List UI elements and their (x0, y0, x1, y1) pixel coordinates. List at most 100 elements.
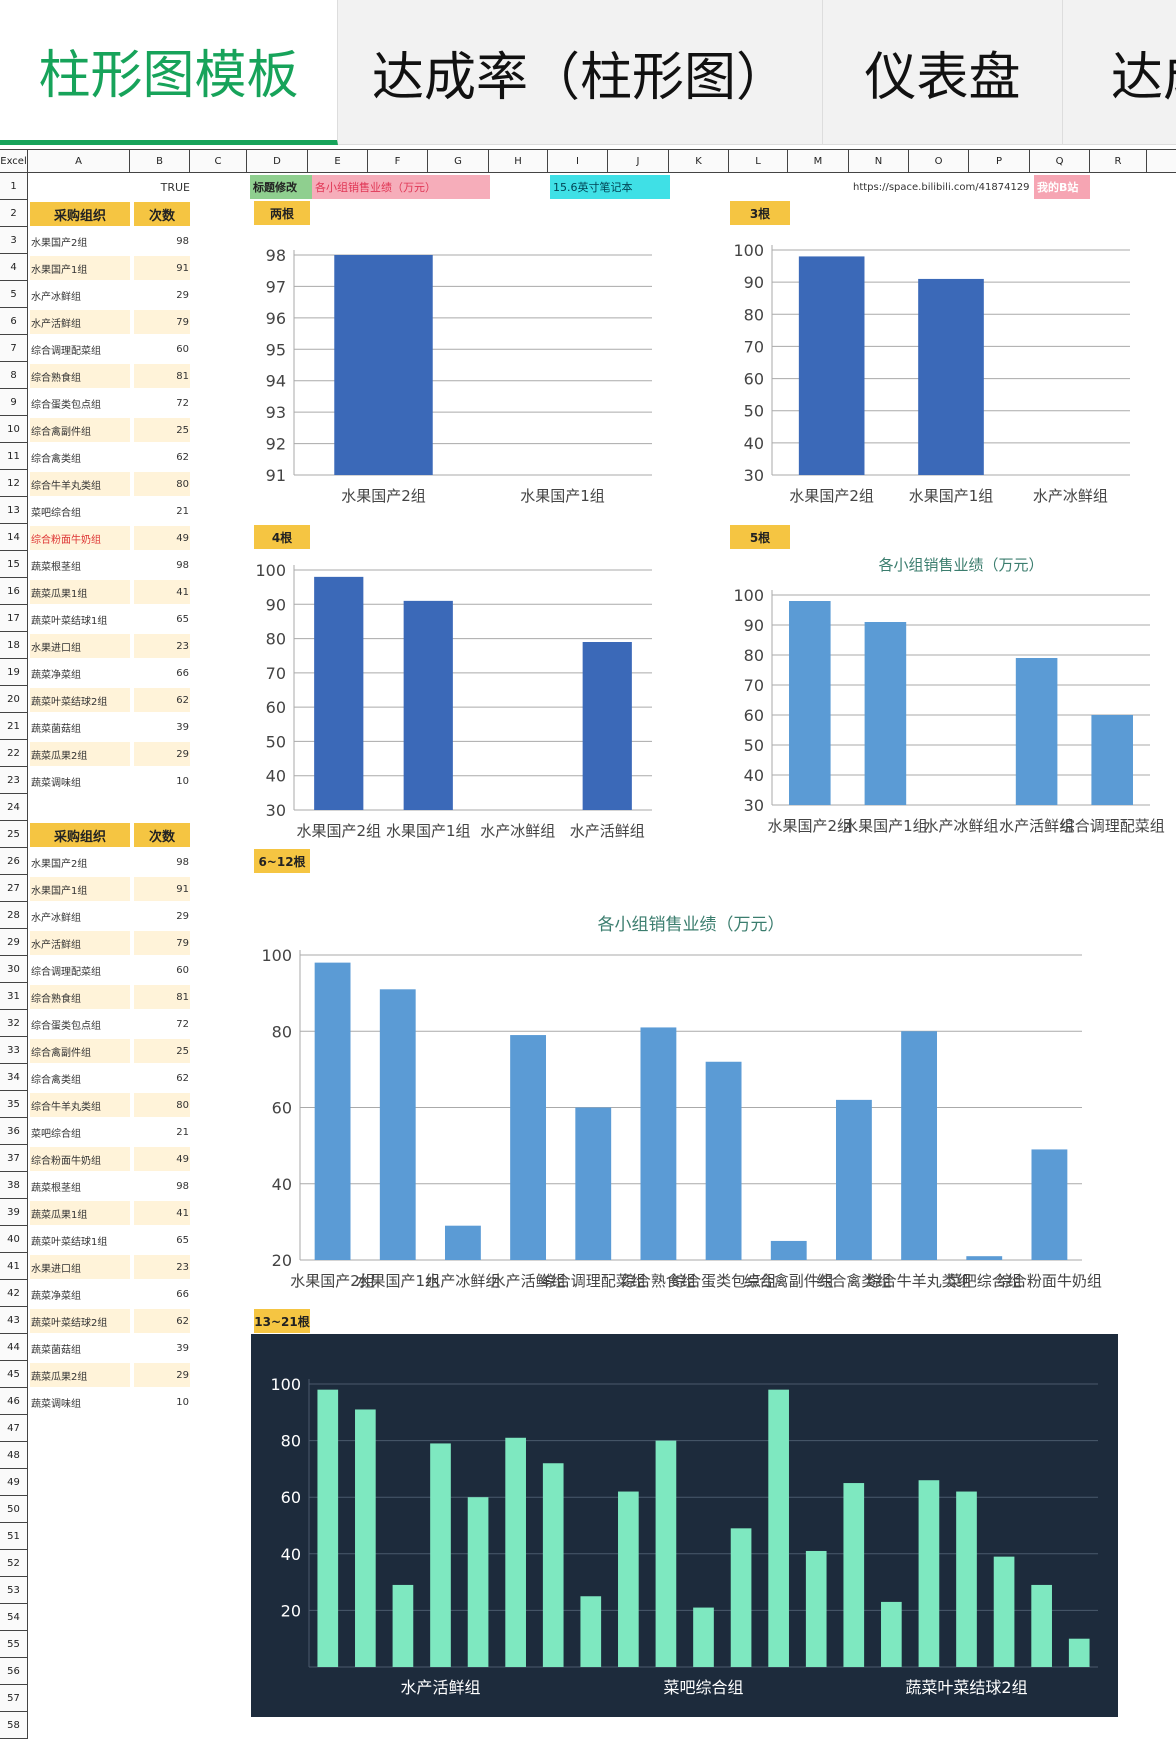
table-cell-count[interactable]: 25 (134, 1039, 190, 1063)
row-header[interactable]: 53 (0, 1577, 28, 1604)
table-cell-org[interactable]: 水果国产2组 (31, 237, 88, 249)
table-cell-org[interactable]: 蔬菜根茎组 (31, 561, 81, 573)
tab-gauge[interactable]: 仪表盘 (823, 0, 1063, 145)
table-cell-count[interactable]: 10 (176, 1396, 189, 1408)
table-cell-org[interactable]: 水果国产2组 (31, 858, 88, 870)
table-cell-count[interactable]: 98 (176, 559, 189, 571)
cell-laptop-link[interactable]: 15.6英寸笔记本 (550, 175, 670, 199)
column-header[interactable]: P (969, 150, 1030, 172)
tab-more[interactable]: 达成 (1111, 48, 1176, 108)
table-cell-org[interactable]: 水产冰鲜组 (31, 291, 81, 303)
table-cell-count[interactable]: 62 (176, 451, 189, 463)
column-header[interactable]: R (1090, 150, 1147, 172)
table-cell-count[interactable]: 80 (134, 1093, 190, 1117)
row-header[interactable]: 37 (0, 1145, 28, 1172)
table-header-org[interactable]: 采购组织 (30, 202, 130, 226)
row-header[interactable]: 6 (0, 308, 28, 335)
row-header[interactable]: 18 (0, 632, 28, 659)
table-cell-count[interactable]: 60 (176, 343, 189, 355)
bar-chart-13-21bars[interactable]: 20 40 60 80 100 水产活鲜组 菜吧综合组 蔬菜叶菜结球2组 (251, 1334, 1118, 1717)
table-cell-count[interactable]: 98 (176, 856, 189, 868)
table-cell-count[interactable]: 49 (134, 526, 190, 550)
row-header[interactable]: 48 (0, 1442, 28, 1469)
column-header[interactable]: A (28, 150, 130, 172)
table-cell-count[interactable]: 39 (176, 1342, 189, 1354)
table-cell-org[interactable]: 综合粉面牛奶组 (30, 1147, 130, 1171)
column-header[interactable]: C (190, 150, 247, 172)
row-header[interactable]: 42 (0, 1280, 28, 1307)
table-cell-org[interactable]: 综合禽类组 (31, 1074, 81, 1086)
row-header[interactable]: 12 (0, 470, 28, 497)
table-cell-org[interactable]: 综合禽副件组 (30, 418, 130, 442)
table-cell-count[interactable]: 23 (134, 1255, 190, 1279)
cell-b1[interactable]: TRUE (160, 180, 190, 194)
row-header[interactable]: 22 (0, 740, 28, 767)
row-header[interactable]: 34 (0, 1064, 28, 1091)
row-header[interactable]: 49 (0, 1469, 28, 1496)
table-cell-org[interactable]: 综合粉面牛奶组 (30, 526, 130, 550)
table-cell-org[interactable]: 综合熟食组 (30, 364, 130, 388)
column-header[interactable]: O (909, 150, 969, 172)
table-cell-org[interactable]: 菜吧综合组 (31, 507, 81, 519)
row-header[interactable]: 38 (0, 1172, 28, 1199)
row-header[interactable]: 19 (0, 659, 28, 686)
row-header[interactable]: 1 (0, 173, 28, 200)
table-cell-count[interactable]: 29 (134, 1363, 190, 1387)
bar-chart-3bars[interactable]: 30 40 50 60 70 80 90 100 水果国产2组 水果国产1组 水产冰鲜组 (730, 235, 1150, 520)
row-header[interactable]: 36 (0, 1118, 28, 1145)
table-header-count[interactable]: 次数 (134, 823, 190, 847)
row-header[interactable]: 4 (0, 254, 28, 281)
table-cell-org[interactable]: 蔬菜叶菜结球1组 (31, 615, 108, 627)
row-header[interactable]: 7 (0, 335, 28, 362)
row-header[interactable]: 31 (0, 983, 28, 1010)
row-header[interactable]: 27 (0, 875, 28, 902)
row-header[interactable]: 28 (0, 902, 28, 929)
column-header[interactable]: B (130, 150, 190, 172)
row-header[interactable]: 43 (0, 1307, 28, 1334)
row-header[interactable]: 13 (0, 497, 28, 524)
table-cell-org[interactable]: 蔬菜净菜组 (31, 669, 81, 681)
tab-achievement-rate[interactable]: 达成率（柱形图） (338, 0, 823, 145)
column-header[interactable]: H (489, 150, 548, 172)
row-header[interactable]: 8 (0, 362, 28, 389)
table-cell-count[interactable]: 62 (176, 1072, 189, 1084)
bar-chart-4bars[interactable]: 30 40 50 60 70 80 90 100 水果国产2组 水果国产1组 水产冰鲜组 水产活鲜组 (252, 555, 672, 845)
table-cell-org[interactable]: 综合牛羊丸类组 (30, 1093, 130, 1117)
table-cell-count[interactable]: 81 (134, 985, 190, 1009)
row-header[interactable]: 33 (0, 1037, 28, 1064)
table-header-org[interactable]: 采购组织 (30, 823, 130, 847)
table-cell-count[interactable]: 65 (176, 613, 189, 625)
cell-title-edit[interactable]: 标题修改 (250, 175, 312, 199)
row-header[interactable]: 30 (0, 956, 28, 983)
row-header[interactable]: 44 (0, 1334, 28, 1361)
table-cell-count[interactable]: 10 (176, 775, 189, 787)
row-header[interactable]: 35 (0, 1091, 28, 1118)
row-header[interactable]: 9 (0, 389, 28, 416)
column-header[interactable]: Q (1030, 150, 1090, 172)
row-header[interactable]: 3 (0, 227, 28, 254)
cell-title-input[interactable]: 各小组销售业绩（万元） (312, 175, 490, 199)
table-cell-org[interactable]: 水产活鲜组 (30, 931, 130, 955)
tab-bar-chart-template[interactable]: 柱形图模板 (0, 0, 338, 145)
row-header[interactable]: 29 (0, 929, 28, 956)
row-header[interactable]: 58 (0, 1712, 28, 1739)
table-cell-org[interactable]: 水果国产1组 (30, 256, 130, 280)
table-cell-count[interactable]: 66 (176, 667, 189, 679)
table-cell-org[interactable]: 蔬菜菌菇组 (31, 723, 81, 735)
column-header[interactable]: I (548, 150, 608, 172)
table-cell-org[interactable]: 水果国产1组 (30, 877, 130, 901)
row-header[interactable]: 54 (0, 1604, 28, 1631)
table-cell-org[interactable]: 蔬菜根茎组 (31, 1182, 81, 1194)
table-cell-count[interactable]: 80 (134, 472, 190, 496)
table-cell-org[interactable]: 蔬菜调味组 (31, 1398, 81, 1410)
bar-chart-6-12bars[interactable]: 各小组销售业绩（万元） 20 40 60 80 100 水果国产2组水果国产1组水产冰鲜组水… (252, 875, 1102, 1305)
column-header[interactable]: M (788, 150, 849, 172)
table-cell-count[interactable]: 66 (176, 1288, 189, 1300)
table-cell-org[interactable]: 蔬菜瓜果2组 (30, 742, 130, 766)
table-cell-count[interactable]: 21 (176, 1126, 189, 1138)
row-header[interactable]: 11 (0, 443, 28, 470)
row-header[interactable]: 56 (0, 1658, 28, 1685)
row-header[interactable]: 57 (0, 1685, 28, 1712)
row-header[interactable]: 52 (0, 1550, 28, 1577)
table-cell-count[interactable]: 72 (176, 397, 189, 409)
